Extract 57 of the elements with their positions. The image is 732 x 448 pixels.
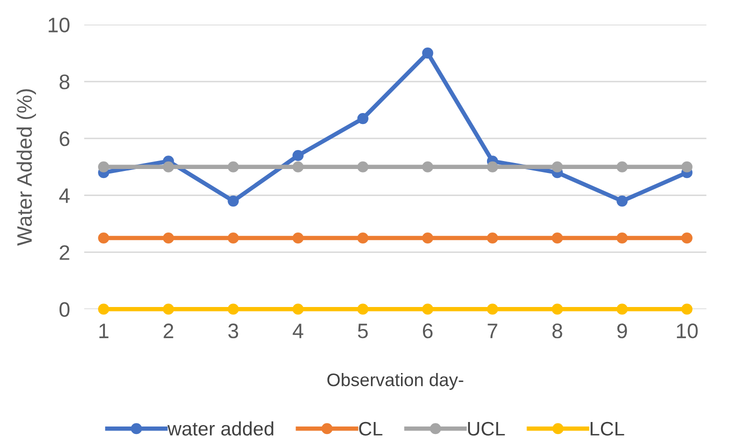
point [228,161,239,172]
point [681,304,692,315]
point [292,232,304,244]
y-tick-label: 8 [60,74,70,90]
y-tick-label: 4 [59,188,70,203]
point [162,161,174,172]
point [98,232,110,244]
point [357,232,368,244]
x-tick-label: 8 [552,324,562,338]
y-tick-label: 6 [60,131,70,146]
point [357,161,368,172]
point [98,161,110,172]
point [98,304,110,315]
point [162,304,174,315]
point [422,161,434,172]
point [357,112,368,124]
x-tick-label: 10 [676,324,698,338]
point [292,161,304,172]
point [616,161,628,172]
x-tick-label: 6 [422,324,433,338]
point [292,304,304,315]
y-tick-label: 10 [48,18,70,32]
point [422,304,434,315]
point [552,304,563,315]
point [486,232,498,244]
point [228,232,239,244]
x-tick-label: 3 [228,324,238,338]
point [422,48,434,59]
point [552,161,563,172]
point [292,150,304,162]
point [228,195,239,207]
x-tick-label: 1 [99,324,108,338]
y-axis-title: Water Added (%) [16,89,36,246]
point [616,195,628,207]
x-tick-label: 9 [617,324,627,338]
point [486,304,498,315]
x-axis-title: Observation day- [327,372,464,390]
point [422,232,434,244]
legend-label: CL [359,422,382,436]
point [681,161,692,172]
legend-label: water added [167,421,274,436]
point [357,304,368,315]
y-tick-label: 2 [60,245,70,260]
point [552,232,563,244]
x-tick-label: 5 [358,324,368,338]
point [616,304,628,315]
point [486,161,498,172]
legend-label: UCL [468,422,505,436]
point [681,232,692,244]
x-tick-label: 2 [164,324,174,338]
x-tick-label: 7 [488,324,498,338]
x-tick-label: 4 [292,324,304,338]
point [616,232,628,244]
legend-label: LCL [590,422,624,436]
point [162,232,174,244]
y-tick-label: 0 [60,302,70,317]
point [228,304,239,315]
